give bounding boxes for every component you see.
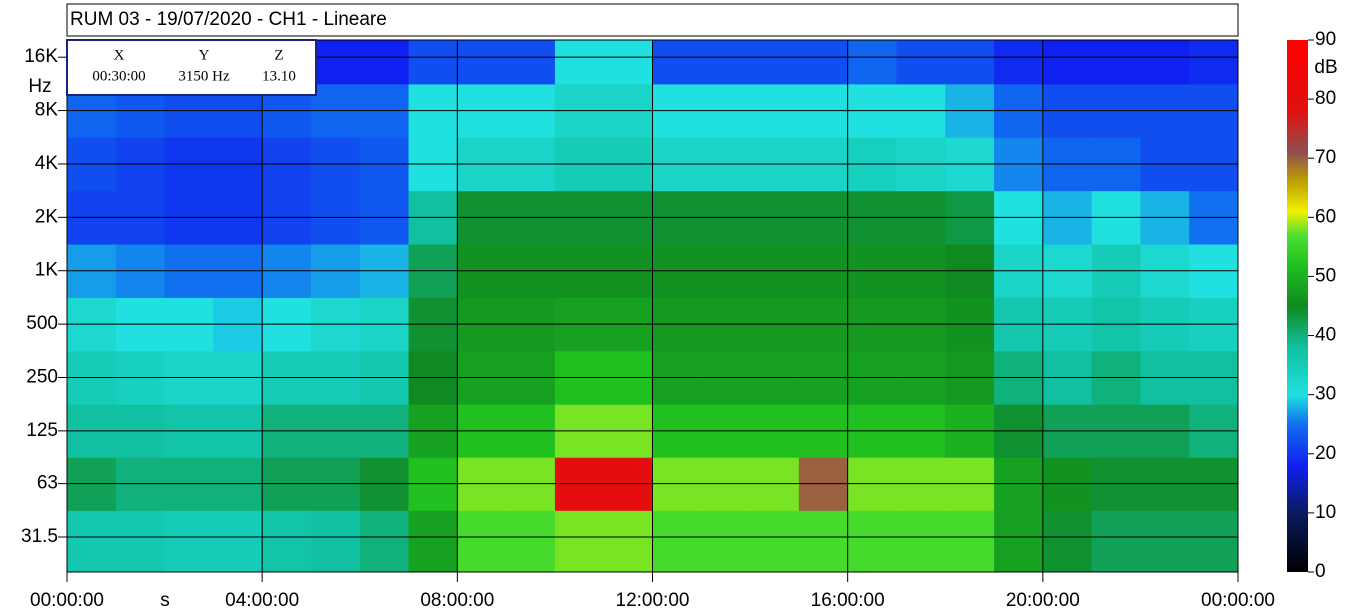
cell: [847, 40, 897, 85]
colorbar: [1287, 40, 1308, 572]
cell: [310, 40, 361, 85]
colorbar-tick-label: 90: [1315, 29, 1336, 50]
cell: [701, 40, 751, 85]
cell: [945, 510, 995, 572]
cell: [115, 510, 166, 572]
cell: [554, 510, 605, 572]
cell: [1140, 510, 1190, 572]
cell: [652, 40, 702, 85]
cell: [994, 40, 1044, 85]
colorbar-tick-label: 30: [1315, 384, 1336, 405]
cell: [1091, 40, 1141, 85]
x-tick-label: 20:00:00: [1006, 590, 1080, 611]
cell: [1042, 510, 1093, 572]
cell: [945, 40, 995, 85]
cell: [164, 510, 214, 572]
cursor-value: 3150 Hz: [178, 68, 230, 84]
cell: [603, 510, 653, 572]
cursor-label: X: [114, 47, 125, 63]
y-tick-label: 2K: [35, 206, 59, 227]
cell: [457, 40, 507, 85]
colorbar-tick-label: 80: [1315, 88, 1336, 109]
y-tick-label: 4K: [35, 153, 59, 174]
x-axis-unit: s: [160, 590, 170, 611]
y-axis-unit: Hz: [28, 76, 51, 97]
cursor-value: 00:30:00: [92, 68, 145, 84]
colorbar-tick-label: 60: [1315, 206, 1336, 227]
colorbar-label: dB: [1314, 57, 1337, 78]
cell: [262, 510, 312, 572]
cell: [896, 510, 946, 572]
cell: [750, 510, 800, 572]
cell: [994, 510, 1044, 572]
x-tick-label: 00:00:00: [1201, 590, 1275, 611]
colorbar-tick-label: 40: [1315, 325, 1336, 346]
cell: [847, 510, 897, 572]
cell: [652, 510, 702, 572]
y-tick-label: 1K: [35, 260, 59, 281]
cell: [408, 510, 458, 572]
y-tick-label: 31.5: [21, 526, 58, 547]
x-tick-label: 08:00:00: [420, 590, 494, 611]
cell: [359, 40, 410, 85]
colorbar-tick-label: 0: [1315, 561, 1326, 582]
cell: [750, 40, 800, 85]
cell: [798, 40, 849, 85]
cell: [798, 510, 849, 572]
chart-title: RUM 03 - 19/07/2020 - CH1 - Lineare: [70, 9, 387, 30]
y-tick-label: 8K: [35, 100, 59, 121]
colorbar-tick-label: 20: [1315, 443, 1336, 464]
x-tick-label: 04:00:00: [225, 590, 299, 611]
cell: [554, 40, 605, 85]
y-tick-label: 16K: [24, 46, 58, 67]
cursor-value: 13.10: [262, 68, 296, 84]
colorbar-tick-label: 50: [1315, 265, 1336, 286]
cursor-label: Y: [199, 47, 210, 63]
cell: [1189, 40, 1238, 85]
cell: [213, 510, 263, 572]
cell: [408, 40, 458, 85]
cursor-label: Z: [274, 47, 283, 63]
x-tick-label: 12:00:00: [616, 590, 690, 611]
x-tick-label: 16:00:00: [811, 590, 885, 611]
cell: [603, 40, 653, 85]
cell: [1091, 510, 1141, 572]
cell: [359, 510, 410, 572]
cell: [1140, 40, 1190, 85]
y-tick-label: 250: [26, 366, 58, 387]
colorbar-tick-label: 70: [1315, 147, 1336, 168]
cell: [701, 510, 751, 572]
cell: [1042, 40, 1093, 85]
cell: [896, 40, 946, 85]
cell: [1189, 510, 1238, 572]
cell: [457, 510, 507, 572]
title-box: [66, 3, 1239, 37]
cell: [506, 40, 556, 85]
cell: [67, 510, 117, 572]
y-tick-label: 500: [26, 313, 58, 334]
colorbar-tick-label: 10: [1315, 502, 1336, 523]
y-tick-label: 63: [37, 473, 58, 494]
x-tick-label: 00:00:00: [30, 590, 104, 611]
cursor-box: [66, 39, 317, 96]
cell: [506, 510, 556, 572]
cell: [310, 510, 361, 572]
y-tick-label: 125: [26, 420, 58, 441]
